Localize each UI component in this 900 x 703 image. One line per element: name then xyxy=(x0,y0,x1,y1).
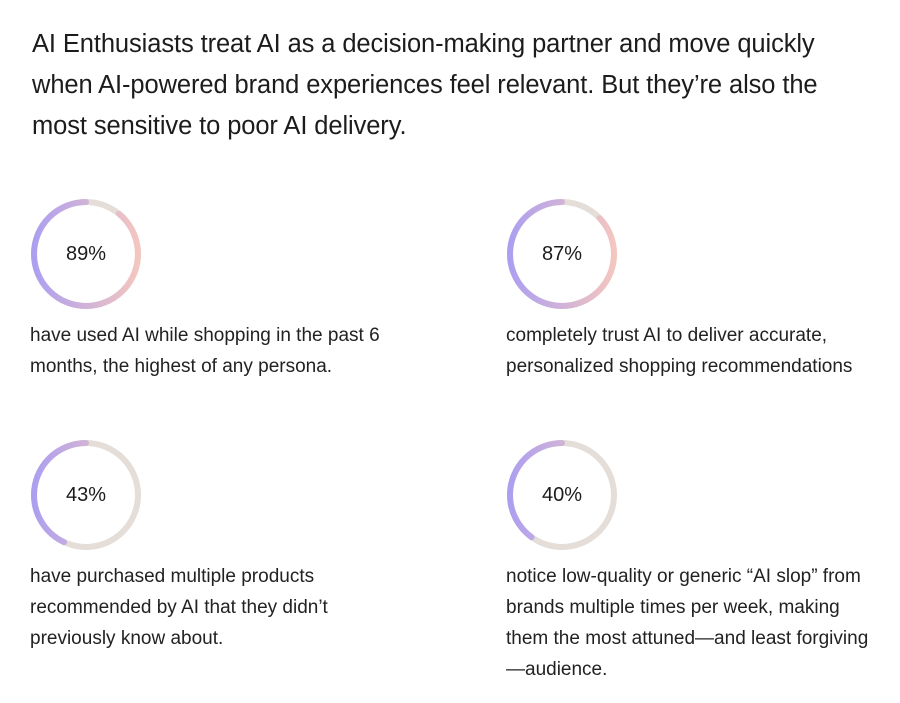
progress-ring: 43% xyxy=(30,439,142,551)
stat-value: 89% xyxy=(65,242,107,265)
progress-ring-graphic xyxy=(31,199,141,309)
stat-description: have purchased multiple products recomme… xyxy=(30,566,328,649)
progress-ring: 89% xyxy=(30,198,142,310)
progress-ring: 40% xyxy=(506,439,618,551)
progress-ring-graphic xyxy=(31,440,141,550)
ring-progress-arc xyxy=(31,440,141,550)
progress-ring: 87% xyxy=(506,198,618,310)
stat-value: 43% xyxy=(65,483,107,506)
stat-value: 87% xyxy=(541,242,583,265)
ring-progress-arc xyxy=(31,199,141,309)
ring-progress-arc xyxy=(507,440,617,550)
stat-value: 40% xyxy=(541,483,583,506)
stat-description: notice low-quality or generic “AI slop” … xyxy=(506,566,869,680)
stat-description: have used AI while shopping in the past … xyxy=(30,325,380,377)
ring-progress-arc xyxy=(507,199,617,309)
progress-ring-graphic xyxy=(507,199,617,309)
headline: AI Enthusiasts treat AI as a decision-ma… xyxy=(32,30,818,140)
progress-ring-graphic xyxy=(507,440,617,550)
stat-description: completely trust AI to deliver accurate,… xyxy=(506,325,853,377)
